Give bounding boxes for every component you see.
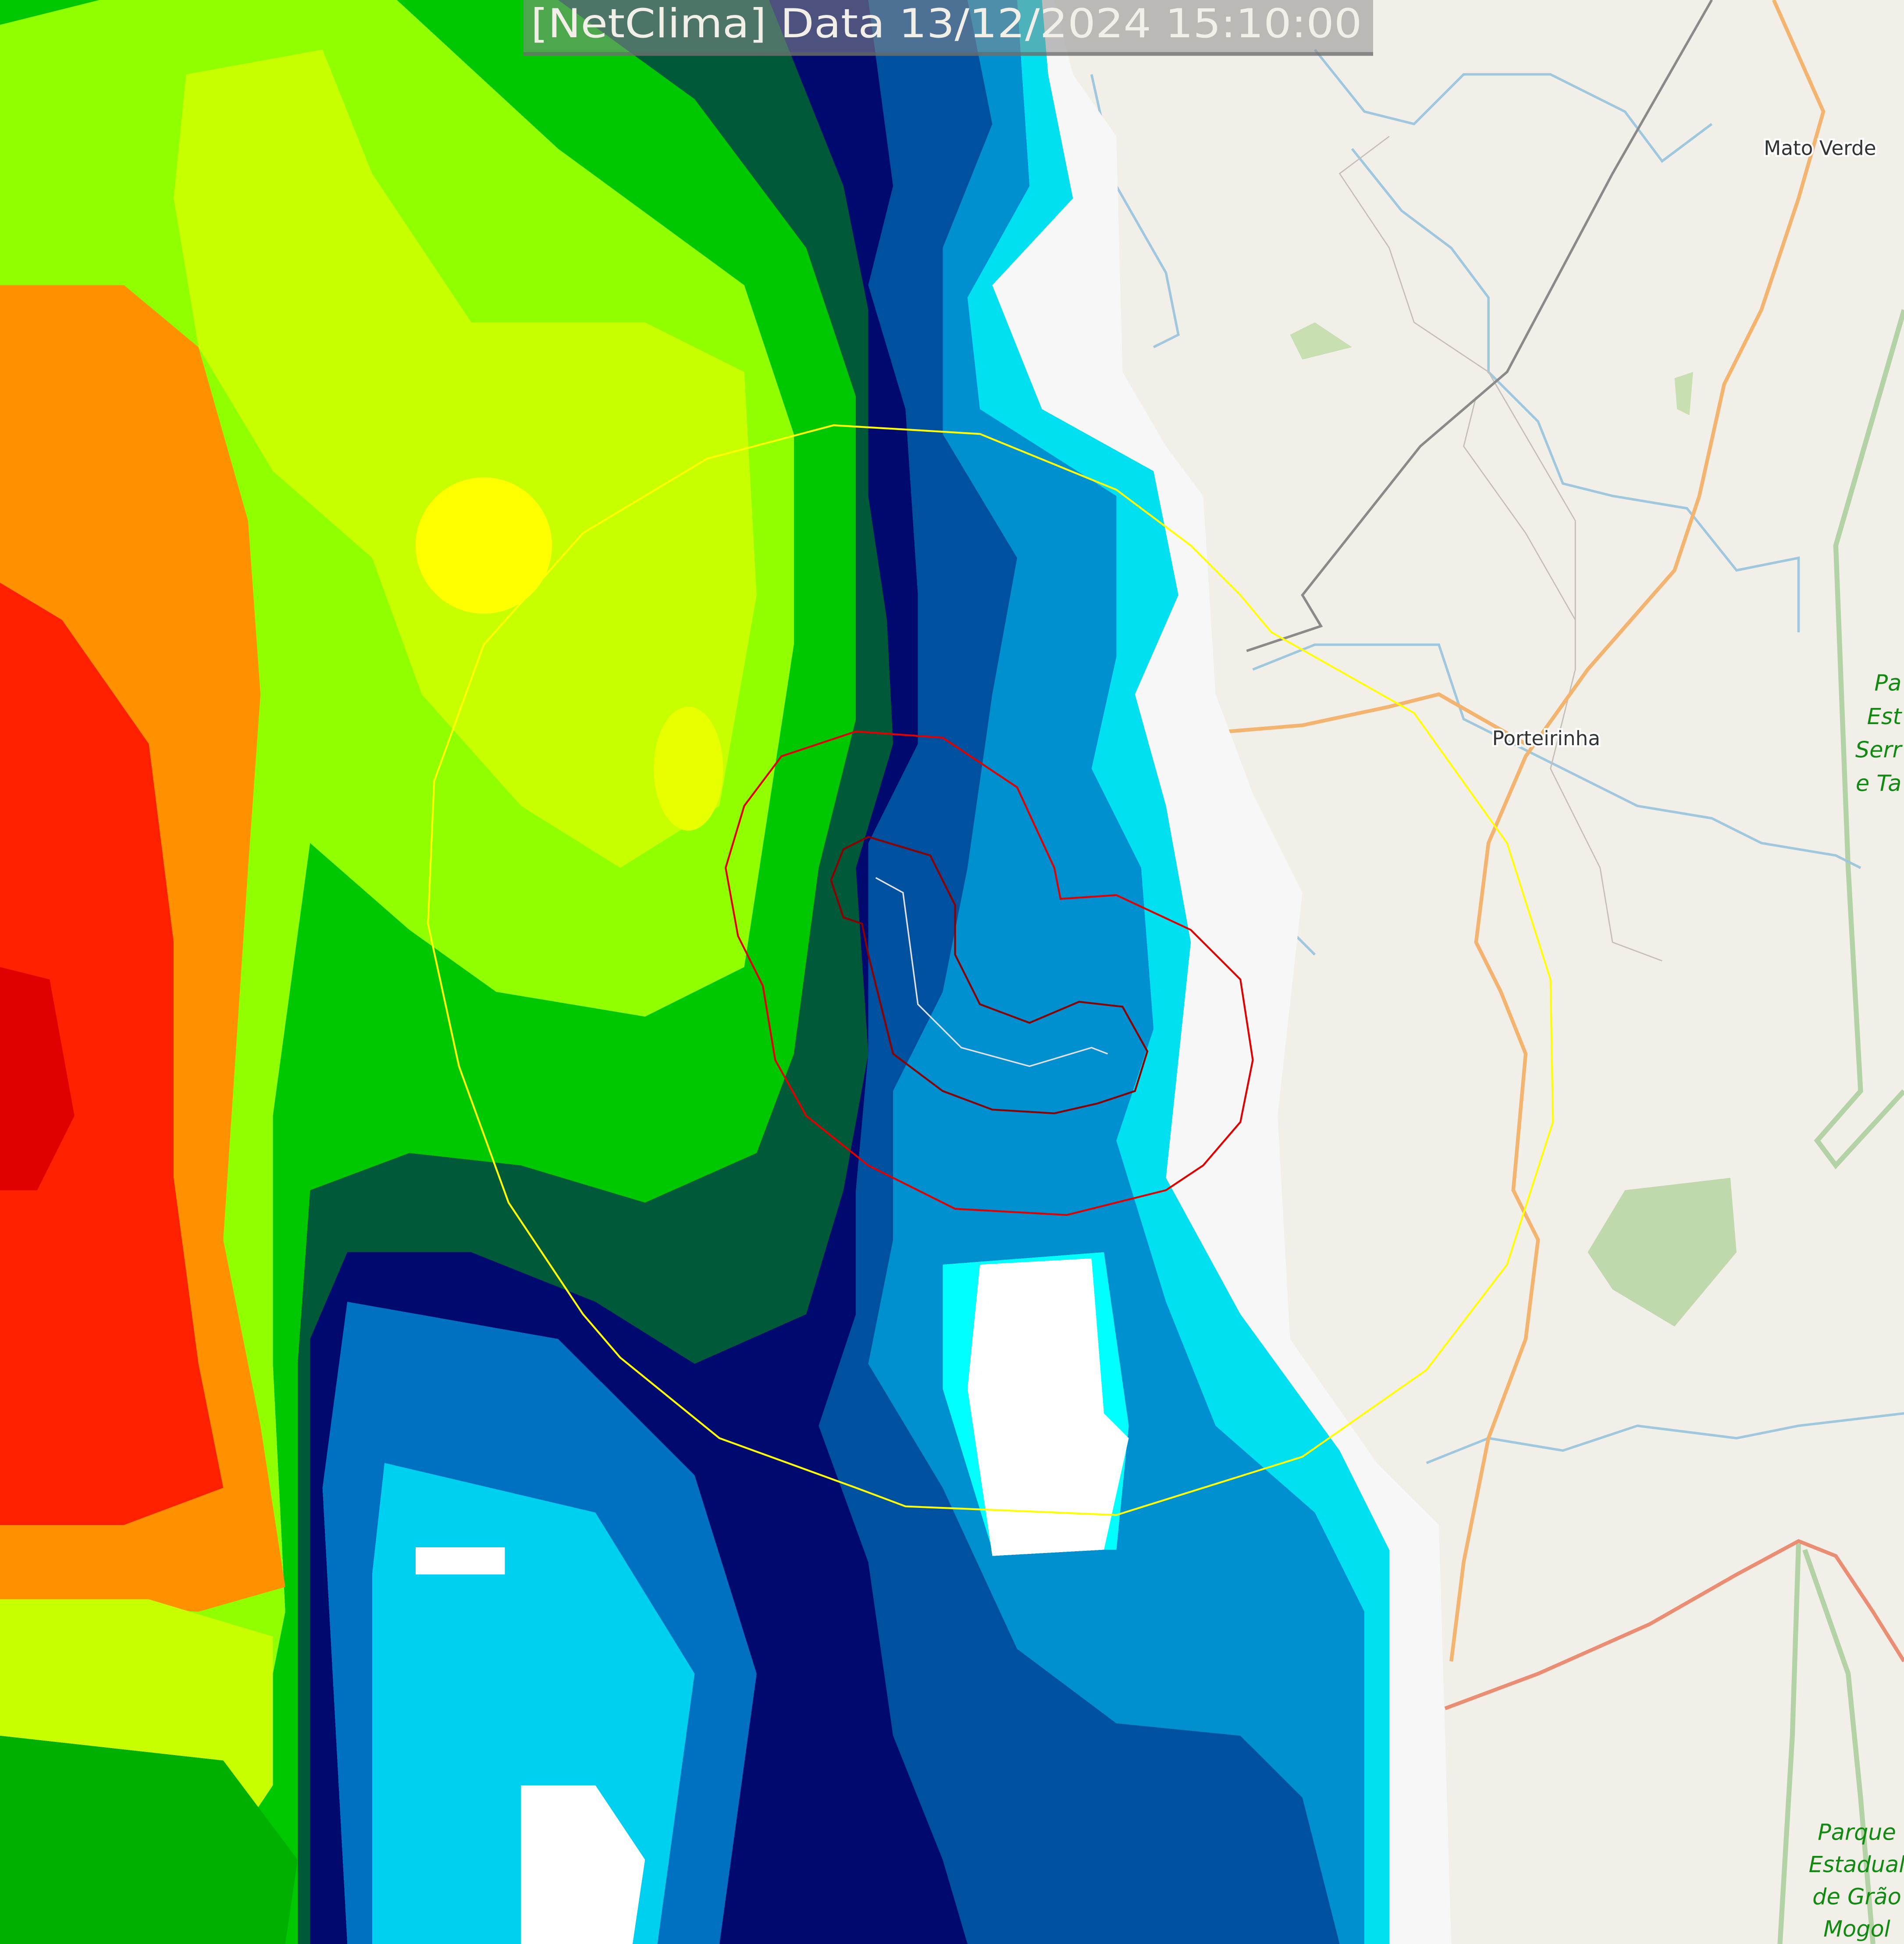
radar-band-red bbox=[0, 583, 224, 1525]
primary-road bbox=[1444, 1539, 1904, 1710]
radar-band-yellow-green bbox=[174, 50, 757, 868]
radar-blob-white bbox=[521, 1785, 645, 1944]
park-label-line: Pa bbox=[1874, 670, 1901, 696]
park-area bbox=[1587, 1178, 1737, 1327]
park-area bbox=[1290, 322, 1352, 360]
park-label-line: Est bbox=[1867, 704, 1903, 730]
river bbox=[1252, 643, 1861, 869]
radar-blob-white bbox=[415, 1547, 505, 1575]
river bbox=[1313, 49, 1713, 163]
radar-blob-white-core bbox=[967, 1258, 1129, 1556]
outer-radius-ring bbox=[427, 424, 1554, 1516]
map-labels: Mato Verde Porteirinha Pa Est Serr e Ta … bbox=[1490, 135, 1904, 1942]
radar-cell-yellow bbox=[415, 477, 552, 614]
road bbox=[1228, 692, 1527, 746]
mid-contour bbox=[724, 730, 1254, 1216]
inner-contour bbox=[830, 835, 1149, 1115]
storm-track bbox=[875, 877, 1108, 1067]
place-label-porteirinha[interactable]: Porteirinha bbox=[1490, 725, 1602, 752]
place-label-mato-verde[interactable]: Mato Verde bbox=[1762, 135, 1878, 161]
park-label-line: Serr bbox=[1855, 737, 1903, 763]
title-banner: [NetClima] Data 13/12/2024 15:10:00 bbox=[523, 0, 1374, 56]
park-boundary bbox=[1777, 1543, 1876, 1944]
park-area bbox=[1674, 372, 1694, 416]
railway bbox=[1246, 0, 1713, 652]
base-map-features bbox=[1090, 0, 1904, 1944]
park-label-line: Mogol bbox=[1823, 1916, 1890, 1942]
park-label-line: Parque bbox=[1818, 1820, 1896, 1845]
radar-echo-layer bbox=[0, 0, 1452, 1944]
park-label-line: Estadual bbox=[1809, 1852, 1904, 1878]
radar-band-green-south bbox=[0, 1735, 298, 1944]
storm-overlays bbox=[427, 424, 1554, 1516]
park-label-line: de Grão bbox=[1812, 1884, 1901, 1910]
park-label-line: e Ta bbox=[1856, 771, 1901, 797]
park-boundary bbox=[1814, 309, 1904, 1169]
radar-core-red bbox=[0, 967, 75, 1191]
radar-cell-yellow bbox=[654, 707, 723, 831]
road bbox=[1449, 0, 1826, 1662]
river bbox=[1351, 148, 1800, 633]
timestamp-title: [NetClima] Data 13/12/2024 15:10:00 bbox=[531, 1, 1362, 47]
